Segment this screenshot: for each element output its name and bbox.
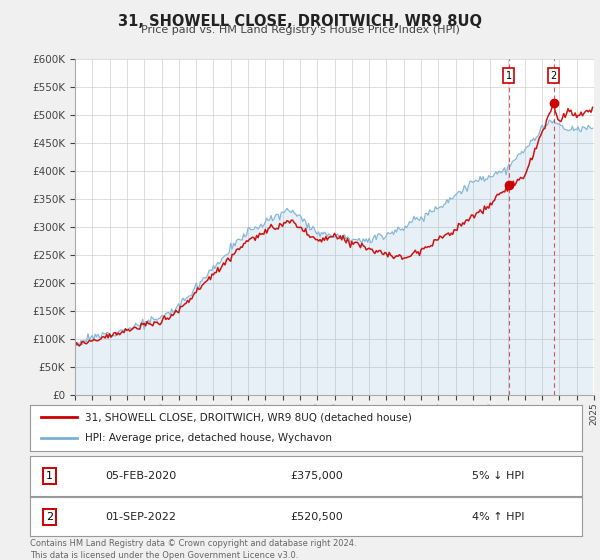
Text: Price paid vs. HM Land Registry's House Price Index (HPI): Price paid vs. HM Land Registry's House … [140,25,460,35]
Text: 1: 1 [46,471,53,481]
Text: 31, SHOWELL CLOSE, DROITWICH, WR9 8UQ: 31, SHOWELL CLOSE, DROITWICH, WR9 8UQ [118,14,482,29]
Text: 2: 2 [551,71,557,81]
Text: 4% ↑ HPI: 4% ↑ HPI [472,512,524,522]
Text: £520,500: £520,500 [290,512,343,522]
Text: 31, SHOWELL CLOSE, DROITWICH, WR9 8UQ (detached house): 31, SHOWELL CLOSE, DROITWICH, WR9 8UQ (d… [85,412,412,422]
Text: Contains HM Land Registry data © Crown copyright and database right 2024.
This d: Contains HM Land Registry data © Crown c… [30,539,356,559]
Text: £375,000: £375,000 [290,471,343,481]
Text: 01-SEP-2022: 01-SEP-2022 [105,512,176,522]
Text: 5% ↓ HPI: 5% ↓ HPI [472,471,524,481]
Text: HPI: Average price, detached house, Wychavon: HPI: Average price, detached house, Wych… [85,433,332,444]
Text: 05-FEB-2020: 05-FEB-2020 [105,471,176,481]
Text: 2: 2 [46,512,53,522]
Text: 1: 1 [506,71,512,81]
